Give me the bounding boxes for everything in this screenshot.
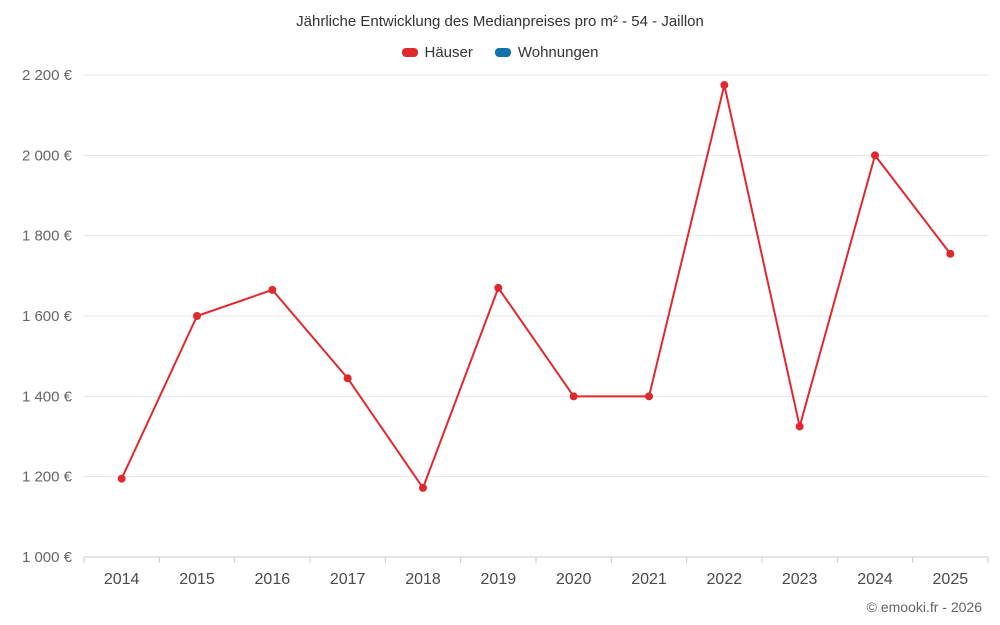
svg-text:2 000 €: 2 000 € xyxy=(22,147,73,164)
svg-text:2 200 €: 2 200 € xyxy=(22,67,73,84)
svg-text:2014: 2014 xyxy=(104,571,140,588)
svg-text:2016: 2016 xyxy=(255,571,291,588)
svg-text:2022: 2022 xyxy=(707,571,743,588)
legend-item-wohnungen[interactable]: Wohnungen xyxy=(494,44,599,61)
chart-legend: Häuser Wohnungen xyxy=(0,44,1000,61)
legend-marker-wohnungen-icon xyxy=(494,48,511,57)
svg-text:2017: 2017 xyxy=(330,571,366,588)
svg-text:1 800 €: 1 800 € xyxy=(22,228,73,245)
svg-text:2015: 2015 xyxy=(179,571,215,588)
svg-text:2024: 2024 xyxy=(857,571,893,588)
legend-item-haeuser[interactable]: Häuser xyxy=(401,44,473,61)
legend-label-wohnungen: Wohnungen xyxy=(517,44,599,61)
svg-text:2021: 2021 xyxy=(631,571,667,588)
svg-text:1 000 €: 1 000 € xyxy=(22,549,73,566)
svg-text:2025: 2025 xyxy=(933,571,969,588)
svg-text:2023: 2023 xyxy=(782,571,818,588)
legend-label-haeuser: Häuser xyxy=(424,44,473,61)
svg-text:2020: 2020 xyxy=(556,571,592,588)
legend-marker-haeuser-icon xyxy=(401,48,418,57)
footer-credit: © emooki.fr - 2026 xyxy=(866,599,982,615)
svg-text:2019: 2019 xyxy=(481,571,517,588)
chart-title: Jährliche Entwicklung des Medianpreises … xyxy=(296,13,704,30)
svg-text:1 400 €: 1 400 € xyxy=(22,388,73,405)
svg-text:1 200 €: 1 200 € xyxy=(22,469,73,486)
svg-text:1 600 €: 1 600 € xyxy=(22,308,73,325)
svg-text:2018: 2018 xyxy=(405,571,441,588)
